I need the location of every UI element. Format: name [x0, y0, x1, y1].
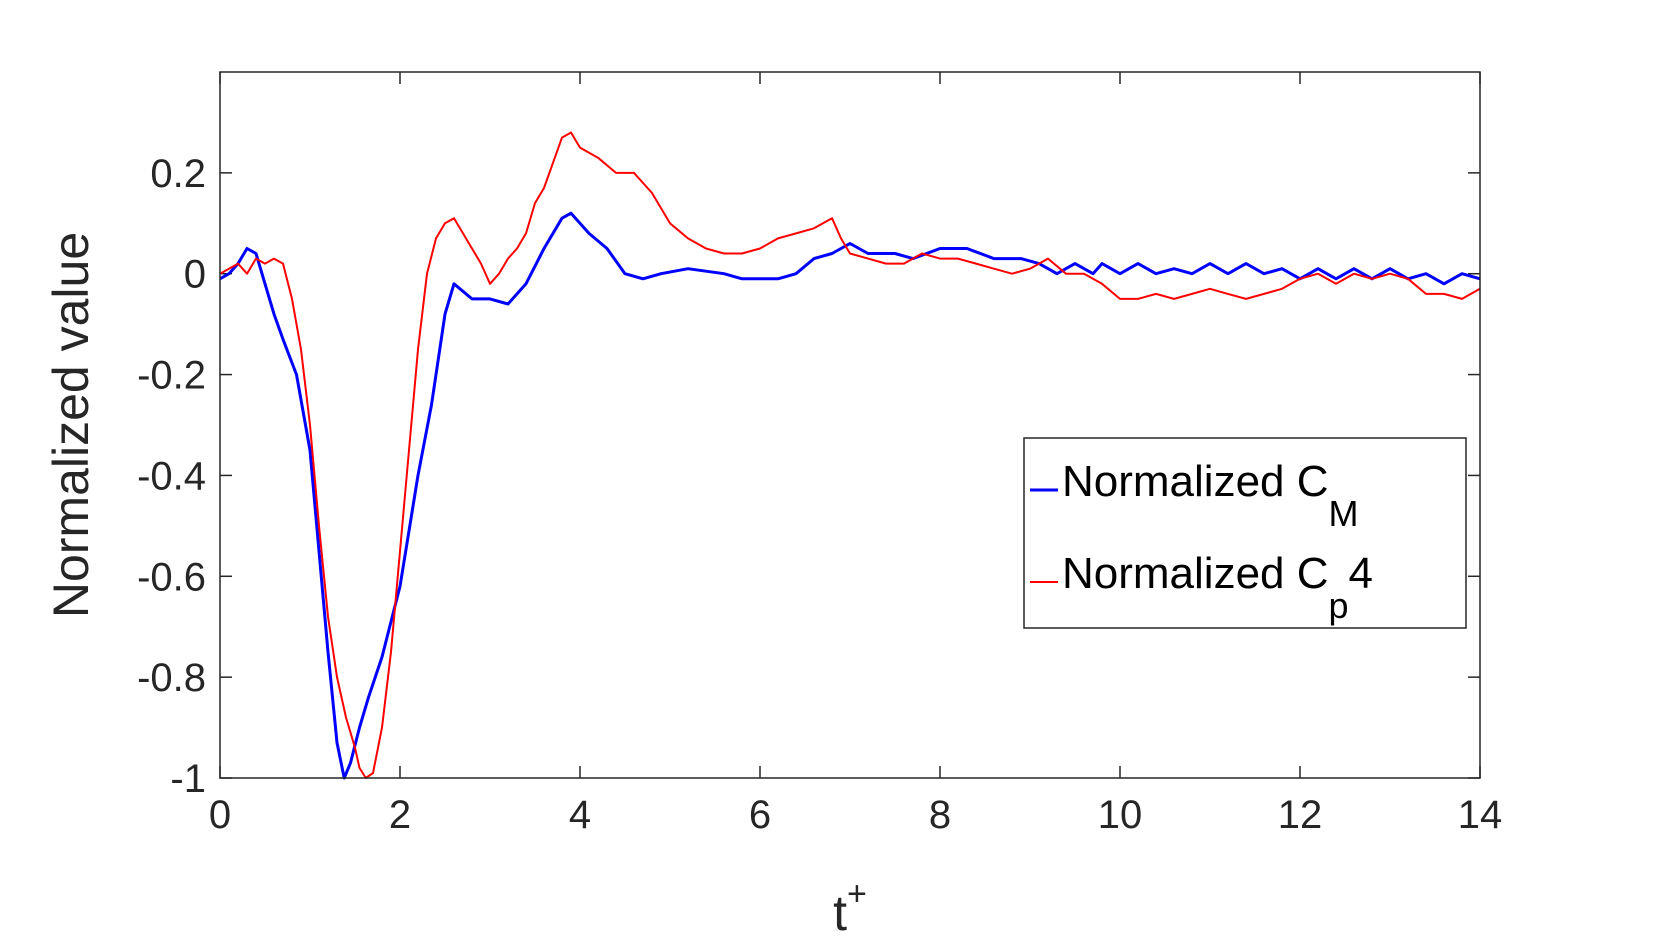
legend-box [1023, 437, 1467, 629]
x-tick-label: 12 [1278, 793, 1323, 837]
y-tick-label: 0.2 [150, 152, 206, 196]
x-tick-label: 4 [569, 793, 591, 837]
series-line-normalized-cm [219, 211, 1481, 780]
series-layer [219, 131, 1481, 780]
y-axis-label: Normalized value [43, 232, 99, 618]
x-tick-label: 14 [1458, 793, 1503, 837]
legend-entry-normalized-cm: Normalized CM [1062, 457, 1359, 534]
x-tick-label: 8 [929, 793, 951, 837]
legend-entry-normalized-cp4: Normalized Cp4 [1062, 549, 1373, 626]
y-tick-label: -1 [170, 757, 206, 801]
x-tick-label: 0 [209, 793, 231, 837]
x-tick-label: 6 [749, 793, 771, 837]
x-axis-ticks: 0 2 4 6 8 10 12 14 [209, 72, 1502, 837]
legend: Normalized CM Normalized Cp4 [1023, 437, 1467, 629]
legend-entry-normalized-cm-label: Normalized C [1062, 457, 1329, 506]
y-tick-label: -0.8 [137, 656, 206, 700]
legend-entry-normalized-cp4-label: Normalized C [1062, 549, 1329, 598]
x-axis-label-superscript: + [847, 875, 867, 913]
plot-area [220, 72, 1480, 778]
legend-entry-normalized-cp4-suffix: 4 [1349, 549, 1373, 598]
y-tick-label: -0.6 [137, 555, 206, 599]
legend-entry-normalized-cp4-subscript: p [1329, 585, 1349, 626]
y-axis-ticks: -1 -0.8 -0.6 -0.4 -0.2 0 0.2 [137, 152, 1480, 801]
series-line-normalized-cp4 [219, 131, 1481, 779]
x-tick-label: 10 [1098, 793, 1143, 837]
y-tick-label: -0.2 [137, 354, 206, 398]
x-axis-label: t+ [833, 875, 867, 933]
legend-entry-normalized-cm-subscript: M [1329, 493, 1359, 534]
y-tick-label: 0 [184, 253, 206, 297]
x-axis-label-main: t [833, 885, 847, 933]
y-tick-label: -0.4 [137, 454, 206, 498]
x-tick-label: 2 [389, 793, 411, 837]
axes-box [219, 71, 1481, 779]
